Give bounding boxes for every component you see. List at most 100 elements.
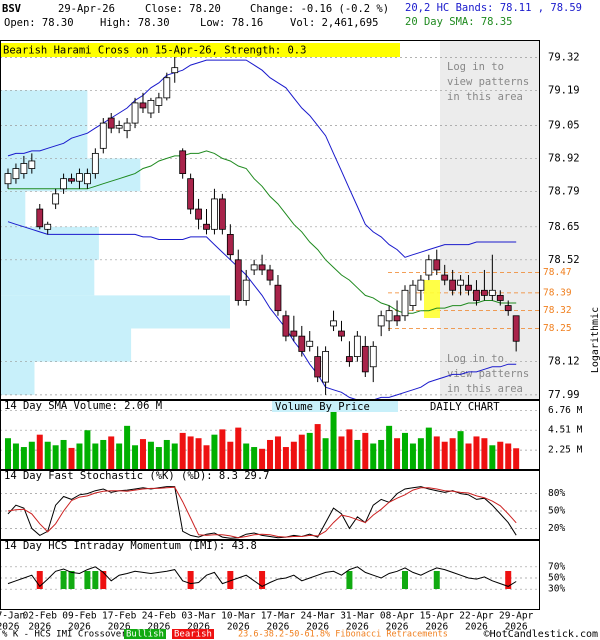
x-tick-label: 29-Apr xyxy=(499,611,534,622)
y-tick-label: 4.51 M xyxy=(548,425,583,436)
y-tick-label: 78.12 xyxy=(548,356,580,368)
candle-body xyxy=(465,284,472,291)
volume-by-price-bar xyxy=(0,361,35,395)
candle-body xyxy=(195,208,202,220)
candle-body xyxy=(179,150,187,175)
candle-body xyxy=(139,102,147,109)
candle-body xyxy=(187,178,195,210)
y-tick-label: 6.76 M xyxy=(548,405,583,416)
daily-chart-label: DAILY CHART xyxy=(430,401,500,413)
volume-by-price-bar xyxy=(0,226,99,260)
indicator-line xyxy=(7,486,517,539)
x-tick-year: 2026 xyxy=(267,622,290,633)
y-tick-label: 70% xyxy=(548,561,565,572)
candle-body xyxy=(409,284,417,306)
volume-bar xyxy=(513,448,520,470)
volume-bar xyxy=(116,443,123,470)
candle-body xyxy=(393,315,401,322)
x-tick-label: 17-Mar xyxy=(261,611,296,622)
bullish-label: Bullish xyxy=(126,630,164,640)
volume-bar xyxy=(457,431,464,470)
volume-bar xyxy=(243,443,250,470)
candle-body xyxy=(512,315,520,342)
volume-bar xyxy=(441,441,448,470)
volume-bar xyxy=(481,438,488,470)
x-tick-label: 02-Feb xyxy=(23,611,58,622)
volume-by-price-bar xyxy=(0,125,88,159)
x-tick-year: 2026 xyxy=(346,622,369,633)
x-tick-label: 24-Mar xyxy=(300,611,335,622)
bearish-label: Bearish xyxy=(174,630,212,640)
volume-bar xyxy=(386,425,393,470)
x-tick-year: 2026 xyxy=(505,622,528,633)
footer-legend: % K - HCS IMI Crossover, xyxy=(2,630,132,640)
y-tick-label: 80% xyxy=(548,488,565,499)
volume-bar xyxy=(235,427,242,470)
date: 29-Apr-26 xyxy=(58,3,115,15)
copyright: ©HotCandlestick.com xyxy=(484,629,598,640)
candle-body xyxy=(488,289,496,296)
bearish-signal xyxy=(259,571,266,589)
locked-note: view patterns xyxy=(447,76,529,88)
panel-frame xyxy=(0,470,540,540)
candle-body xyxy=(4,173,12,185)
candle-body xyxy=(266,269,274,281)
volume-bar xyxy=(417,438,424,470)
volume-bar xyxy=(76,443,83,470)
x-tick-label: 27-Jan xyxy=(0,611,25,622)
volume-by-price-bar xyxy=(0,295,230,329)
volume-bar xyxy=(505,443,512,470)
volume-bar xyxy=(306,432,313,470)
x-tick-label: 22-Apr xyxy=(459,611,494,622)
candle-body xyxy=(282,315,290,337)
candle-body xyxy=(131,102,139,124)
x-tick-label: 03-Mar xyxy=(181,611,216,622)
candle-body xyxy=(353,335,361,357)
candle-body xyxy=(211,198,218,230)
volume: Vol: 2,461,695 xyxy=(290,17,379,29)
volume-bar xyxy=(473,436,480,470)
volume-by-price-bar xyxy=(0,191,26,227)
y-tick-label: 50% xyxy=(548,506,565,517)
volume-bar xyxy=(108,436,115,470)
y-tick-label: 30% xyxy=(548,584,565,595)
candle-body xyxy=(504,305,512,312)
bearish-signal xyxy=(100,571,107,589)
fib-label: 78.32 xyxy=(543,305,572,316)
candle-body xyxy=(250,264,258,271)
candle-body xyxy=(44,223,52,230)
candle-body xyxy=(234,259,242,301)
volume-bar xyxy=(68,447,75,470)
volume-bar xyxy=(378,439,385,470)
candle-body xyxy=(314,356,322,378)
lower-band-line xyxy=(7,221,517,400)
candle-body xyxy=(306,340,314,347)
y-tick-label: 79.05 xyxy=(548,120,580,132)
x-tick-label: 08-Apr xyxy=(380,611,415,622)
volume-by-price-tag xyxy=(272,401,398,412)
volume-bar xyxy=(179,432,186,470)
candle-body xyxy=(330,320,337,327)
low: Low: 78.16 xyxy=(200,17,263,29)
candle-body xyxy=(385,310,393,322)
volume-bar xyxy=(84,430,91,470)
locked-note: in this area xyxy=(447,383,523,395)
volume-bar xyxy=(20,447,27,470)
close: Close: 78.20 xyxy=(145,3,221,15)
fib-label: 78.39 xyxy=(543,287,572,298)
panel-title: 14 Day HCS Intraday Momentum (IMI): 43.8 xyxy=(4,540,257,552)
volume-bar xyxy=(251,447,258,470)
volume-bar xyxy=(409,443,416,470)
volume-bar xyxy=(282,447,289,470)
panel-frame xyxy=(0,540,540,610)
candle-body xyxy=(76,173,83,182)
volume-bar xyxy=(465,443,472,470)
y-tick-label: 50% xyxy=(548,573,565,584)
locked-note: Log in to xyxy=(447,353,504,365)
candle-body xyxy=(84,173,91,185)
volume-bar xyxy=(132,445,139,470)
y-tick-label: 20% xyxy=(548,523,565,534)
fibonacci-label: 23.6-38.2-50-61.8% Fibonacci Retracement… xyxy=(238,630,448,640)
candle-body xyxy=(115,125,123,129)
